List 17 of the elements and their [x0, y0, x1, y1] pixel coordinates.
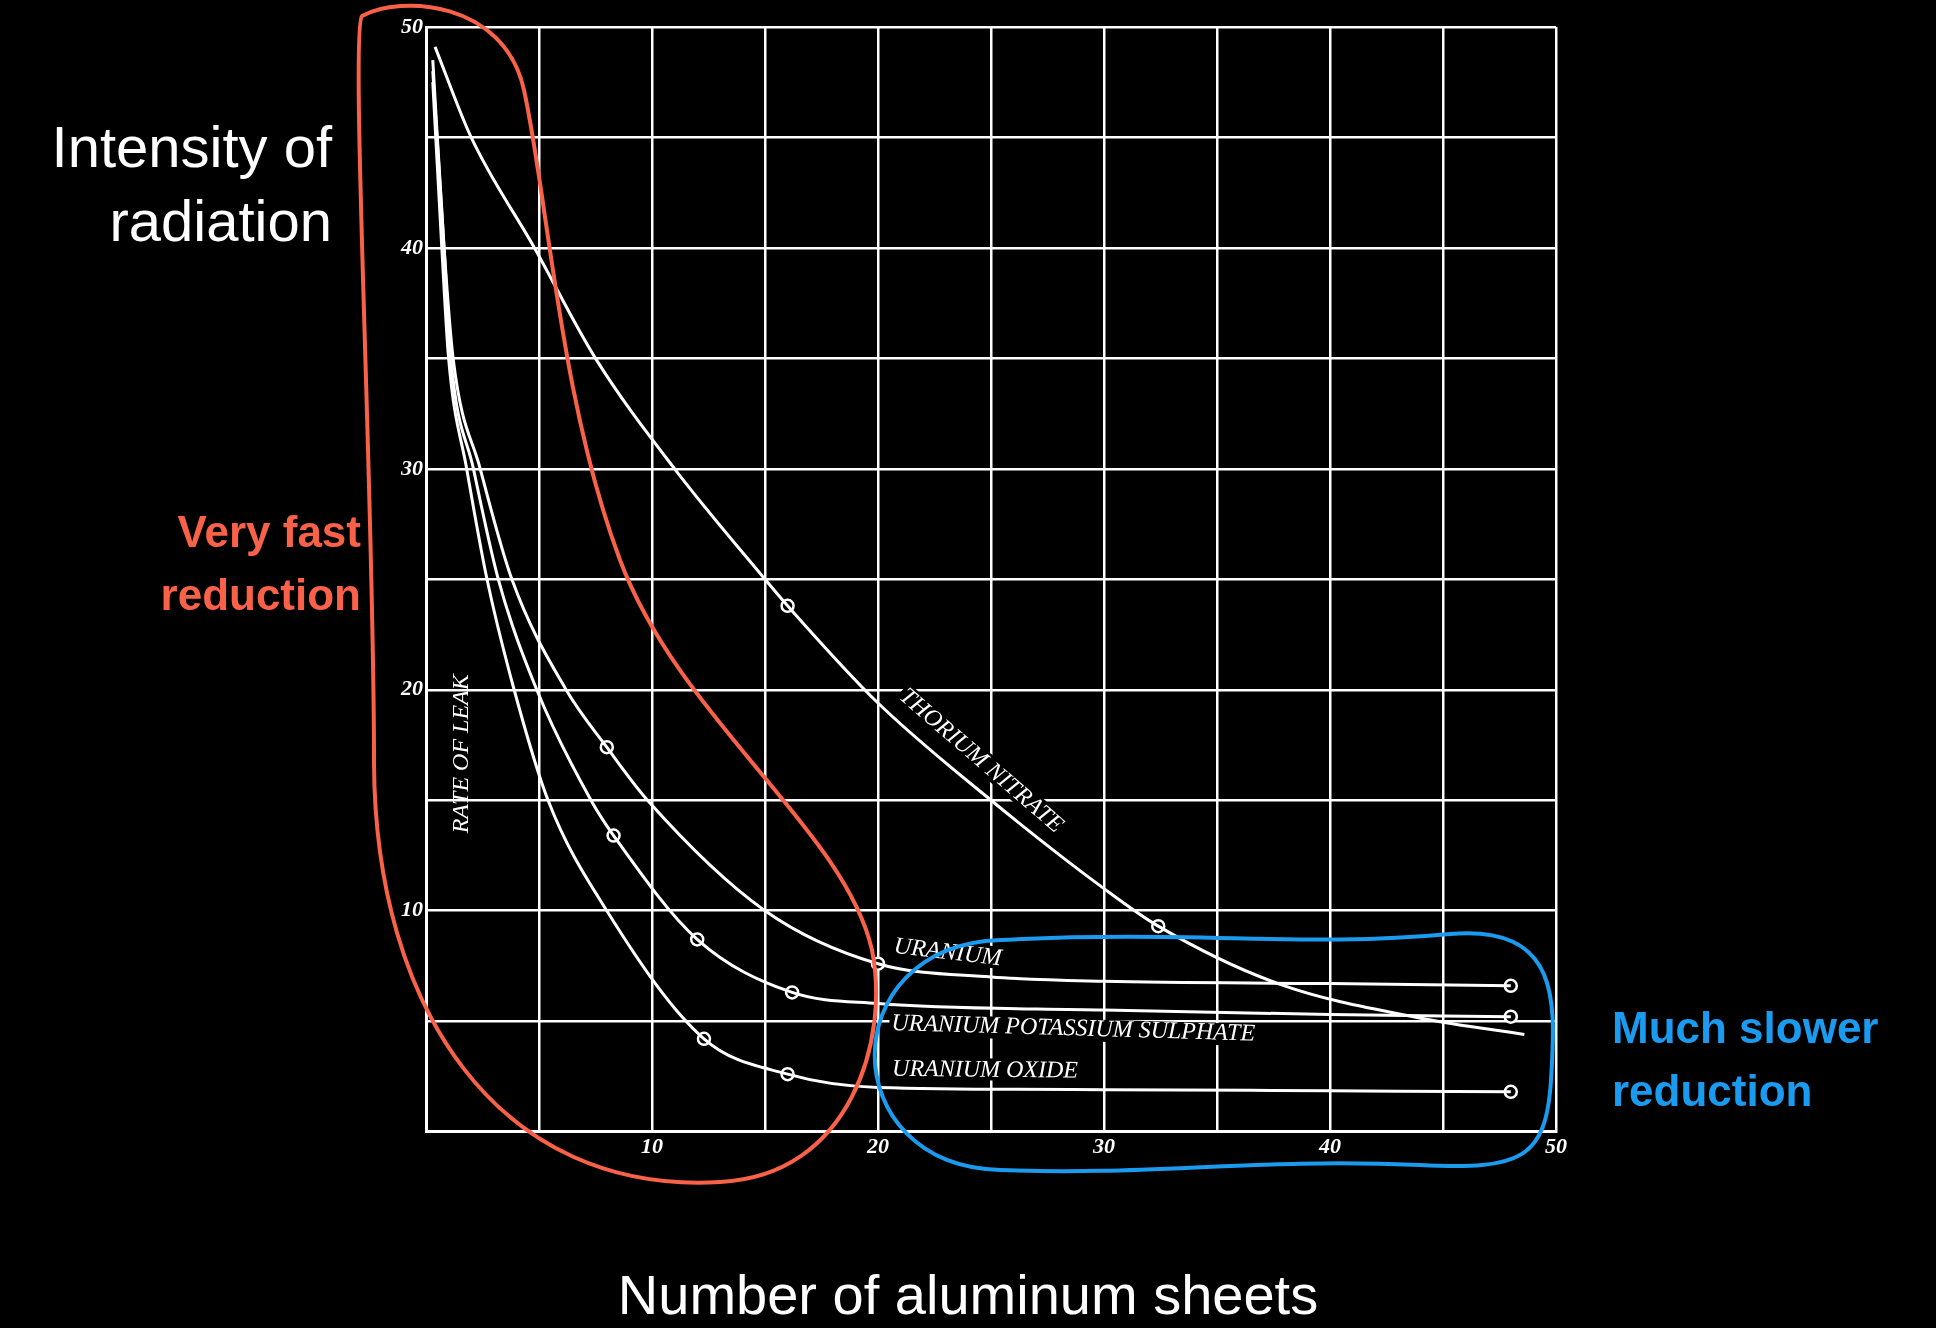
x-tick-label: 10 [641, 1133, 663, 1159]
text: Very fast reduction [159, 506, 361, 621]
x-axis-title: Number of aluminum sheets [616, 1262, 1320, 1327]
series-label: URANIUM OXIDE [892, 1054, 1079, 1083]
y-tick-label: 50 [401, 12, 423, 38]
annotation: RATE OF LEAK [447, 672, 474, 835]
series-label: URANIUM POTASSIUM SULPHATE [891, 1008, 1256, 1046]
x-tick-label: 50 [1545, 1133, 1567, 1159]
y-axis-title: Intensity of radiation [50, 113, 332, 255]
y-tick-label: 30 [400, 454, 423, 480]
y-tick-label: 10 [401, 896, 423, 922]
y-tick-label: 40 [400, 233, 423, 259]
x-tick-label: 30 [1092, 1133, 1115, 1159]
y-tick-label: 20 [400, 675, 423, 701]
x-tick-label: 20 [866, 1133, 889, 1159]
text: Much slower reduction [1612, 1002, 1880, 1117]
x-tick-label: 40 [1318, 1133, 1341, 1159]
